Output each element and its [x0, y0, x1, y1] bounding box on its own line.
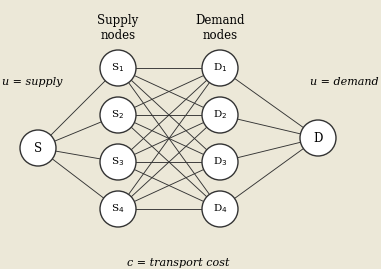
Text: u = demand: u = demand: [311, 77, 379, 87]
Text: S$_4$: S$_4$: [111, 203, 125, 215]
Text: D$_1$: D$_1$: [213, 62, 227, 75]
Text: S: S: [34, 141, 42, 154]
Text: D$_4$: D$_4$: [213, 203, 227, 215]
Text: S$_2$: S$_2$: [112, 109, 125, 121]
Circle shape: [20, 130, 56, 166]
Text: S$_1$: S$_1$: [111, 62, 125, 75]
Circle shape: [202, 97, 238, 133]
Circle shape: [100, 191, 136, 227]
Circle shape: [202, 144, 238, 180]
Text: u = supply: u = supply: [2, 77, 62, 87]
Text: Supply
nodes: Supply nodes: [98, 14, 139, 42]
Circle shape: [202, 50, 238, 86]
Text: Demand
nodes: Demand nodes: [195, 14, 245, 42]
Circle shape: [100, 50, 136, 86]
Text: D$_2$: D$_2$: [213, 109, 227, 121]
Text: S$_3$: S$_3$: [111, 155, 125, 168]
Text: D$_3$: D$_3$: [213, 155, 227, 168]
Text: c = transport cost: c = transport cost: [127, 258, 229, 268]
Circle shape: [100, 144, 136, 180]
Circle shape: [202, 191, 238, 227]
Circle shape: [100, 97, 136, 133]
Text: D: D: [313, 132, 323, 144]
Circle shape: [300, 120, 336, 156]
